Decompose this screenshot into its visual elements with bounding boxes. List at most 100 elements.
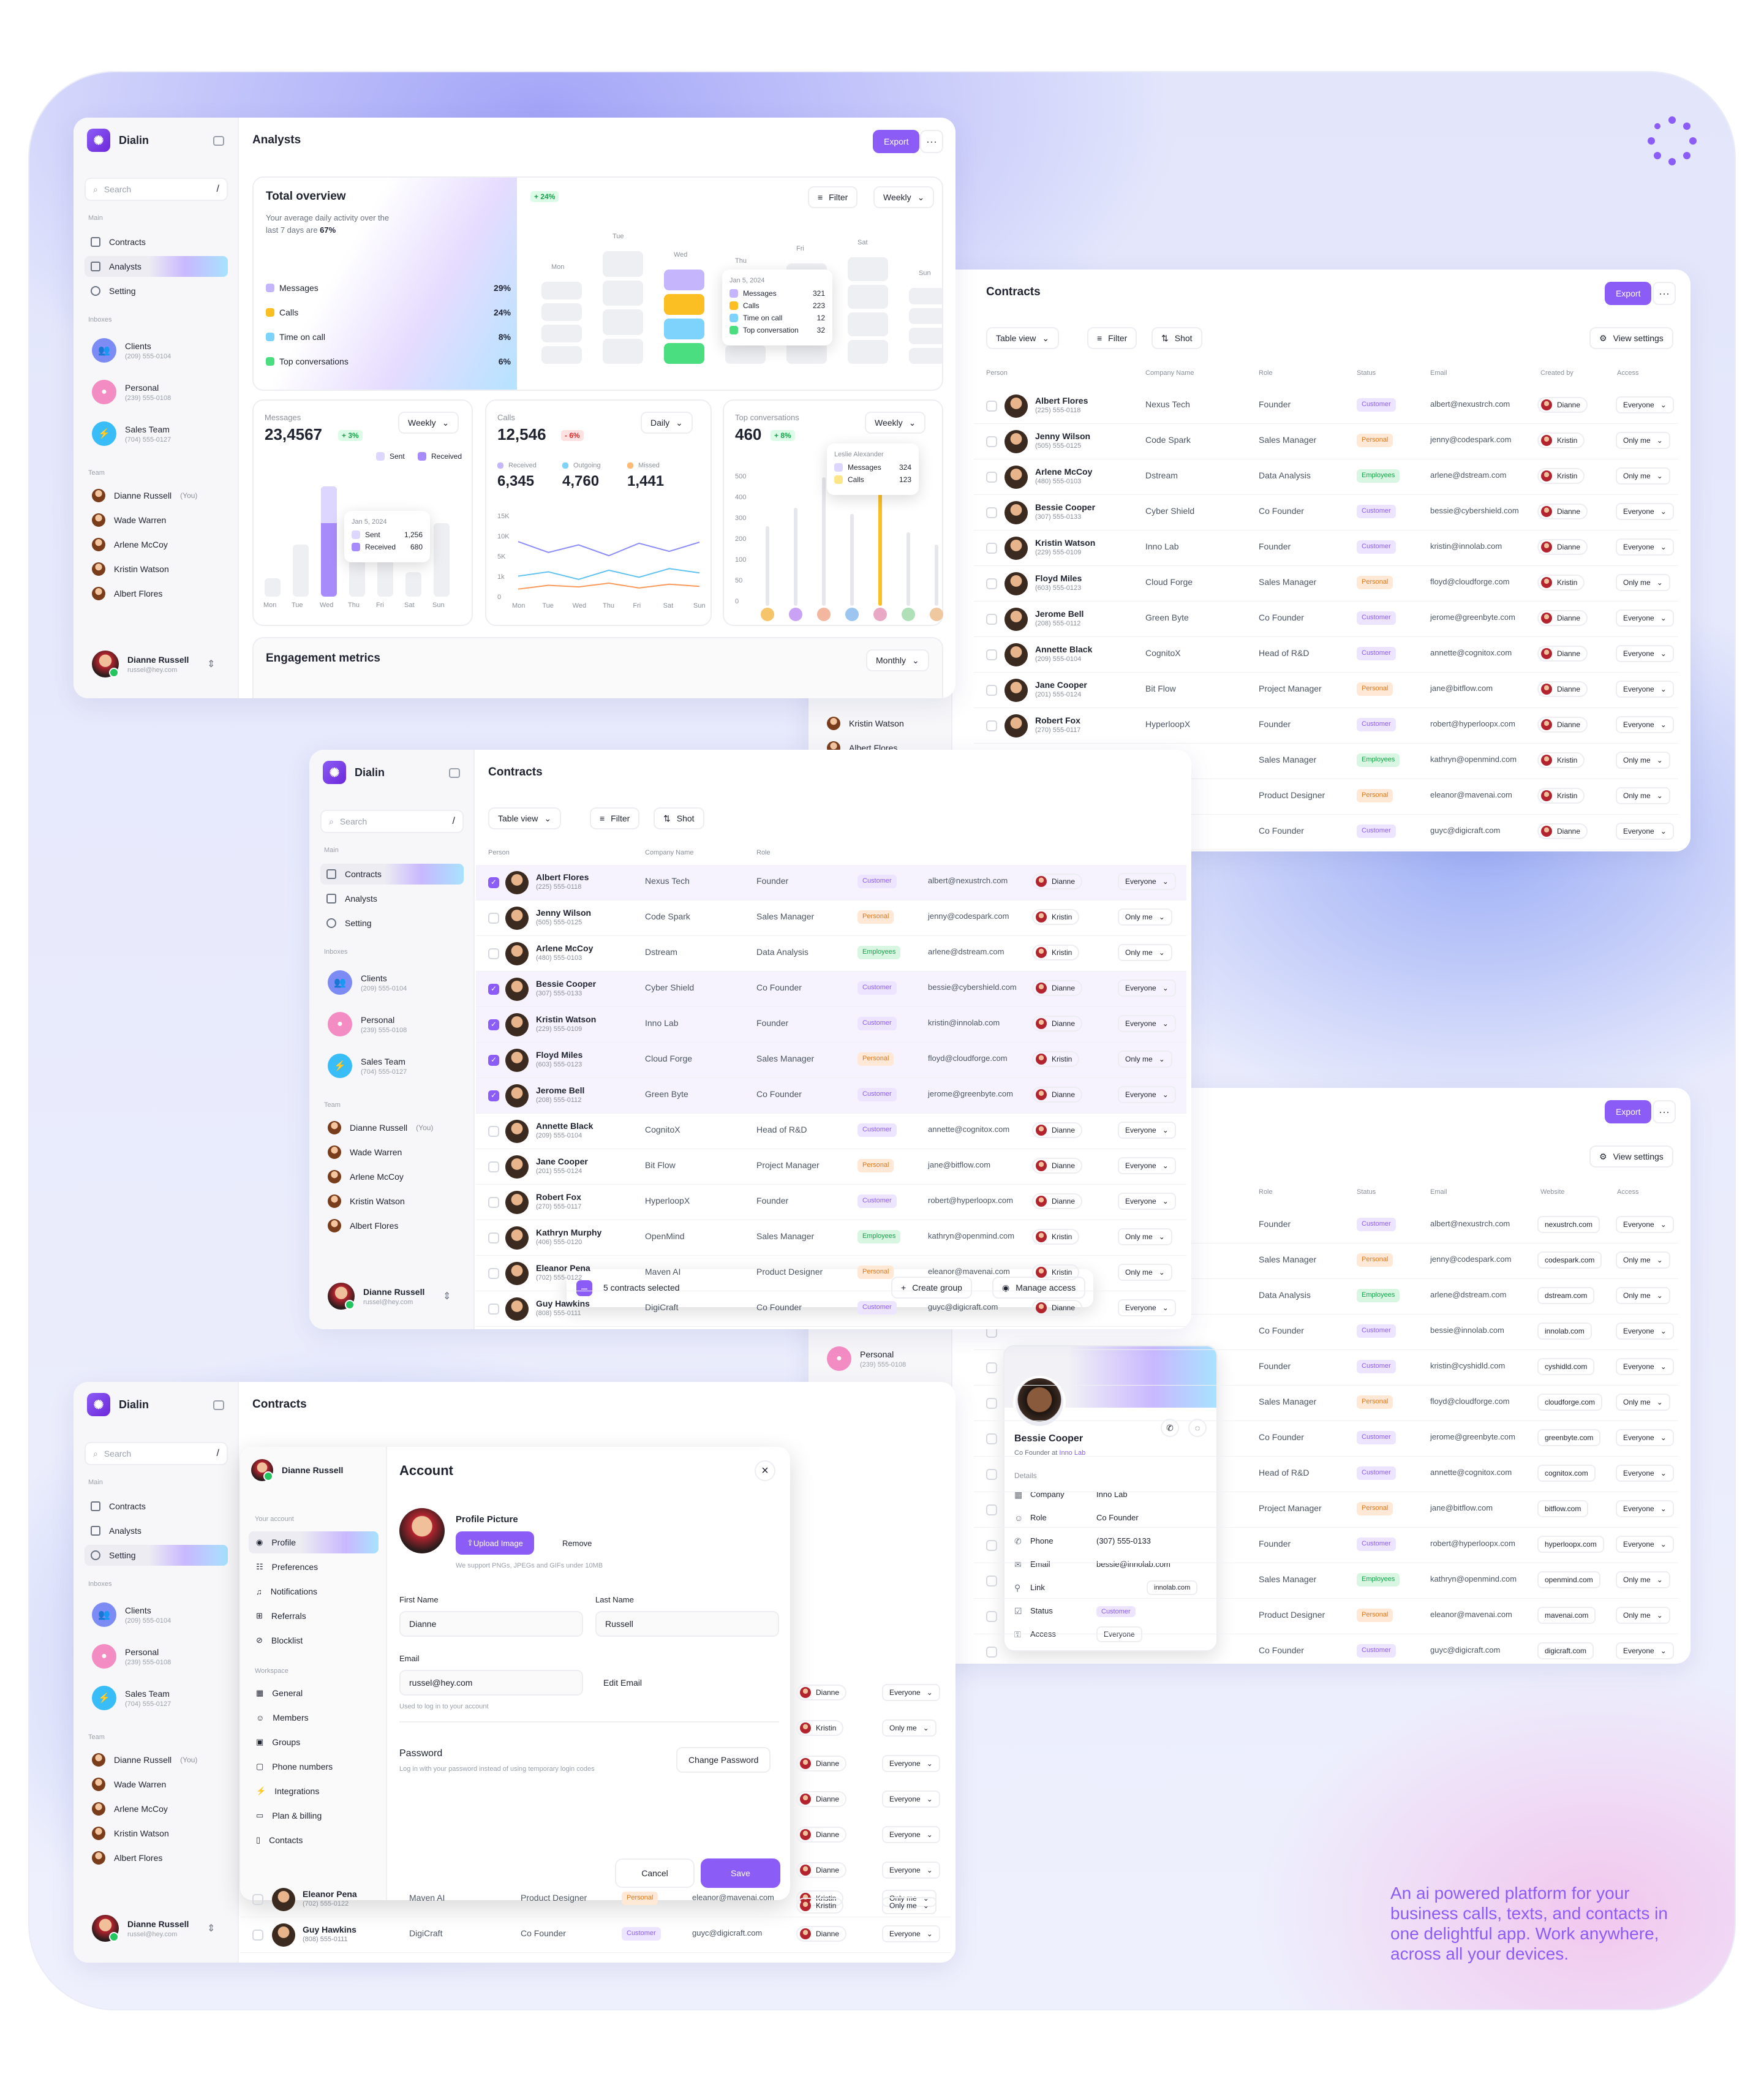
team-member[interactable]: Kristin Watson <box>92 562 169 576</box>
nav-contracts[interactable]: Contracts <box>320 864 464 885</box>
chat-icon[interactable]: ◌ <box>1188 1419 1207 1437</box>
menu-item-preferences[interactable]: ☷ Preferences <box>249 1556 379 1578</box>
team-member[interactable]: Kristin Watson <box>92 1827 169 1840</box>
remove-button[interactable]: Remove <box>551 1531 603 1555</box>
access-select[interactable]: Everyone ⌄ <box>1118 979 1176 997</box>
team-member[interactable]: Wade Warren <box>328 1145 402 1159</box>
row-checkbox[interactable] <box>488 877 499 888</box>
website-chip[interactable]: greenbyte.com <box>1537 1429 1601 1446</box>
row-checkbox[interactable] <box>986 472 997 483</box>
row-checkbox[interactable] <box>986 1575 997 1587</box>
period-select[interactable]: Weekly ⌄ <box>865 412 926 434</box>
website-chip[interactable]: dstream.com <box>1537 1287 1595 1304</box>
inbox-personal[interactable]: ● Personal (239) 555-0108 <box>827 1346 906 1371</box>
team-member[interactable]: Dianne Russell(You) <box>92 1753 197 1767</box>
team-member[interactable]: Albert Flores <box>92 587 162 600</box>
table-view-button[interactable]: Table view ⌄ <box>488 807 562 829</box>
sidebar-collapse-icon[interactable] <box>213 136 224 146</box>
access-select[interactable]: Everyone ⌄ <box>1616 716 1674 733</box>
team-member[interactable]: Arlene McCoy <box>92 538 168 551</box>
team-member[interactable]: Kristin Watson <box>328 1194 405 1208</box>
access-select[interactable]: Everyone ⌄ <box>1616 823 1674 840</box>
access-select[interactable]: Everyone ⌄ <box>1616 396 1674 413</box>
access-select[interactable]: Everyone ⌄ <box>1118 1086 1176 1103</box>
first-name-field[interactable]: Dianne <box>399 1611 583 1637</box>
inbox-personal[interactable]: ● Personal (239) 555-0108 <box>92 380 171 404</box>
row-checkbox[interactable] <box>986 720 997 731</box>
email-field[interactable]: russel@hey.com <box>399 1670 583 1696</box>
access-select[interactable]: Only me ⌄ <box>1616 1251 1670 1269</box>
inbox-sales-team[interactable]: ⚡Sales Team(704) 555-0127 <box>92 421 171 446</box>
website-chip[interactable]: cloudforge.com <box>1537 1394 1603 1411</box>
row-checkbox[interactable] <box>986 1398 997 1409</box>
row-checkbox[interactable] <box>488 1019 499 1030</box>
nav-analysts[interactable]: Analysts <box>85 1520 228 1541</box>
change-password-button[interactable]: Change Password <box>676 1747 771 1773</box>
row-checkbox[interactable] <box>252 1930 263 1941</box>
access-select[interactable]: Only me ⌄ <box>1616 752 1670 769</box>
row-checkbox[interactable] <box>986 1362 997 1373</box>
search-input[interactable]: ⌕ Search / <box>320 810 464 833</box>
access-select[interactable]: Everyone ⌄ <box>1616 1465 1674 1482</box>
nav-contracts[interactable]: Contracts <box>85 1496 228 1517</box>
sidebar-collapse-icon[interactable] <box>213 1400 224 1410</box>
access-select[interactable]: Everyone ⌄ <box>882 1755 940 1772</box>
row-checkbox[interactable] <box>986 1504 997 1515</box>
access-select[interactable]: Only me ⌄ <box>1118 908 1172 926</box>
access-select[interactable]: Only me ⌄ <box>1616 1571 1670 1588</box>
phone-icon[interactable]: ✆ <box>1161 1419 1179 1437</box>
access-select[interactable]: Only me ⌄ <box>1616 574 1670 591</box>
access-select[interactable]: Only me ⌄ <box>882 1897 937 1914</box>
website-chip[interactable]: codespark.com <box>1537 1251 1602 1269</box>
inbox-clients[interactable]: 👥 Clients (209) 555-0104 <box>328 970 407 995</box>
close-icon[interactable]: × <box>755 1460 775 1481</box>
company-link[interactable]: Inno Lab <box>1059 1449 1086 1457</box>
row-checkbox[interactable] <box>488 1090 499 1101</box>
website-chip[interactable]: nexustrch.com <box>1537 1216 1600 1233</box>
export-button[interactable]: Export <box>1605 1100 1652 1123</box>
access-select[interactable]: Only me ⌄ <box>1118 1228 1172 1245</box>
row-checkbox[interactable] <box>488 1232 499 1243</box>
team-member[interactable]: Arlene McCoy <box>328 1170 404 1183</box>
chevron-updown-icon[interactable]: ⇕ <box>207 659 216 670</box>
nav-setting[interactable]: Setting <box>85 1545 228 1566</box>
access-select[interactable]: Only me ⌄ <box>1616 432 1670 449</box>
menu-item-phone-numbers[interactable]: ▢ Phone numbers <box>249 1756 379 1778</box>
access-select[interactable]: Only me ⌄ <box>1616 1607 1670 1624</box>
row-checkbox[interactable] <box>986 507 997 518</box>
inbox-personal[interactable]: ● Personal (239) 555-0108 <box>92 1644 171 1669</box>
create-group-button[interactable]: + Create group <box>891 1277 972 1299</box>
inbox-clients[interactable]: 👥 Clients (209) 555-0104 <box>92 1602 171 1627</box>
save-button[interactable]: Save <box>701 1858 780 1888</box>
inbox-sales-team[interactable]: ⚡Sales Team(704) 555-0127 <box>92 1686 171 1710</box>
detail-value[interactable]: innolab.com <box>1147 1580 1198 1595</box>
access-select[interactable]: Everyone ⌄ <box>882 1684 940 1701</box>
inbox-personal[interactable]: ● Personal (239) 555-0108 <box>328 1012 407 1036</box>
team-member[interactable]: Dianne Russell(You) <box>328 1121 433 1134</box>
row-checkbox[interactable] <box>488 1197 499 1208</box>
search-input[interactable]: ⌕ Search / <box>85 178 228 201</box>
access-select[interactable]: Everyone ⌄ <box>882 1790 940 1808</box>
nav-setting[interactable]: Setting <box>320 913 464 934</box>
menu-item-general[interactable]: ▦ General <box>249 1682 379 1704</box>
last-name-field[interactable]: Russell <box>595 1611 779 1637</box>
access-select[interactable]: Only me ⌄ <box>1118 944 1172 961</box>
row-checkbox[interactable] <box>488 948 499 959</box>
access-select[interactable]: Only me ⌄ <box>1616 1394 1670 1411</box>
team-member[interactable]: Arlene McCoy <box>92 1802 168 1816</box>
menu-item-blocklist[interactable]: ⊘ Blocklist <box>249 1629 379 1651</box>
chevron-updown-icon[interactable]: ⇕ <box>443 1291 451 1302</box>
website-chip[interactable]: hyperloopx.com <box>1537 1536 1604 1553</box>
access-select[interactable]: Everyone ⌄ <box>1118 873 1176 890</box>
sidebar-collapse-icon[interactable] <box>449 768 460 778</box>
row-checkbox[interactable] <box>986 1611 997 1622</box>
website-chip[interactable]: cognitox.com <box>1537 1465 1596 1482</box>
access-select[interactable]: Everyone ⌄ <box>1616 538 1674 556</box>
detail-value[interactable]: Everyone <box>1096 1626 1142 1642</box>
row-checkbox[interactable] <box>986 649 997 660</box>
nav-contracts[interactable]: Contracts <box>85 232 228 252</box>
period-select[interactable]: Weekly ⌄ <box>398 412 459 434</box>
access-select[interactable]: Everyone ⌄ <box>1118 1157 1176 1174</box>
view-settings-button[interactable]: ⚙ View settings <box>1589 327 1673 349</box>
